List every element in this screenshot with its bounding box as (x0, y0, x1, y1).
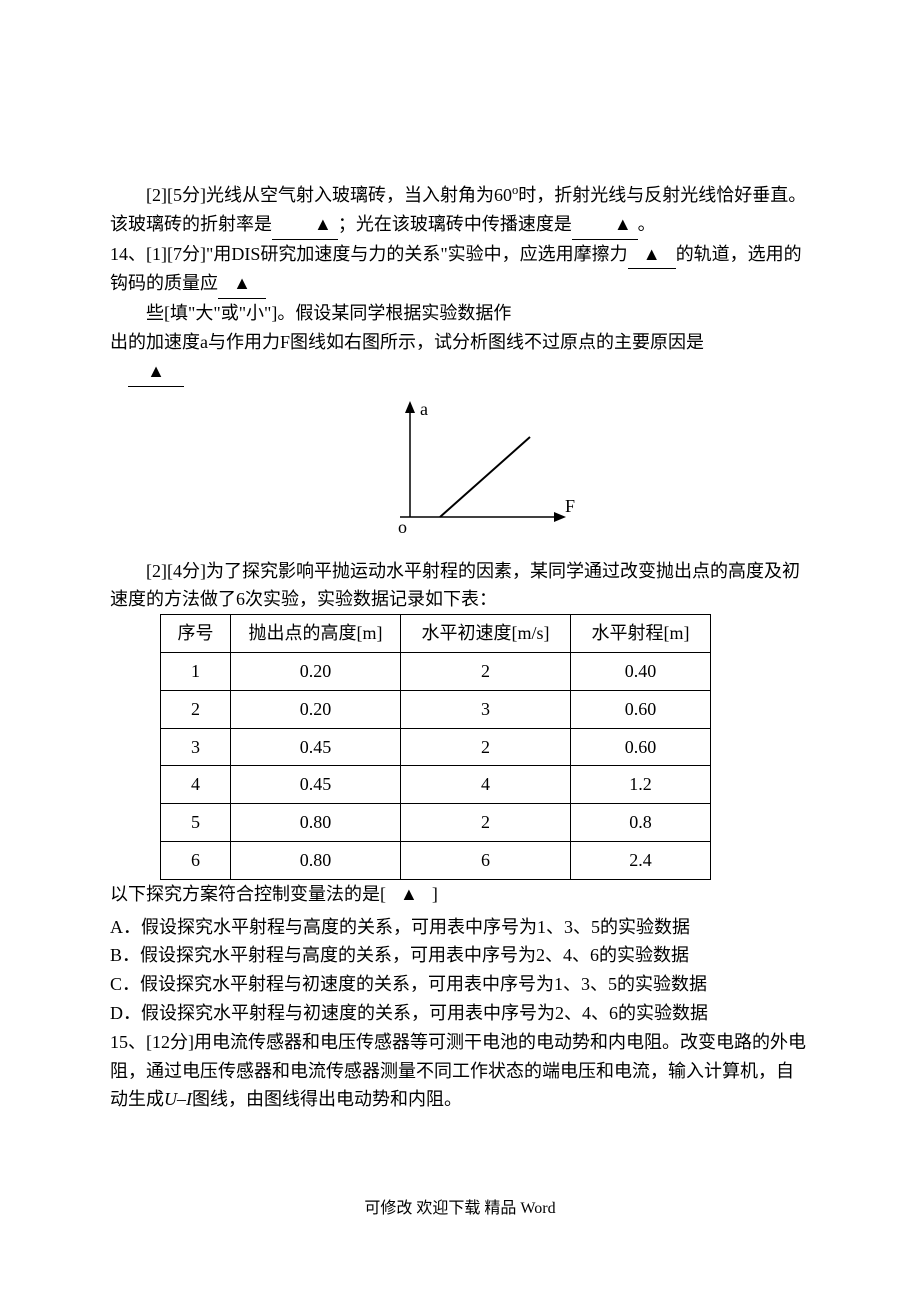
cell: 0.80 (231, 804, 401, 842)
table-row: 6 0.80 6 2.4 (161, 841, 711, 879)
projectile-data-table: 序号 抛出点的高度[m] 水平初速度[m/s] 水平射程[m] 1 0.20 2… (160, 614, 711, 880)
q14-1-line3: 出的加速度a与作用力F图线如右图所示，试分析图线不过原点的主要原因是 (110, 328, 810, 357)
cell: 0.45 (231, 766, 401, 804)
cell: 2 (401, 652, 571, 690)
blank-reason[interactable]: ▲ (128, 357, 184, 387)
option-a[interactable]: A．假设探究水平射程与高度的关系，可用表中序号为1、3、5的实验数据 (110, 913, 810, 942)
q13-2-c: ；光在该玻璃砖中传播速度是 (338, 214, 572, 234)
col-index: 序号 (161, 615, 231, 653)
q15-b: 图线，由图线得出电动势和内阻。 (192, 1089, 462, 1109)
cell: 0.8 (571, 804, 711, 842)
cell: 3 (161, 728, 231, 766)
triangle-icon: ▲ (227, 273, 257, 293)
table-row: 3 0.45 2 0.60 (161, 728, 711, 766)
blank-refraction-index[interactable]: ▲ (272, 210, 338, 240)
triangle-icon: ▲ (386, 884, 432, 904)
cell: 0.45 (231, 728, 401, 766)
col-velocity: 水平初速度[m/s] (401, 615, 571, 653)
page-footer: 可修改 欢迎下载 精品 Word (0, 1196, 920, 1222)
cell: 1 (161, 652, 231, 690)
aF-chart-container: a F o (110, 397, 810, 547)
cell: 0.20 (231, 652, 401, 690)
cell: 2 (161, 690, 231, 728)
q14-1-line1: 14、[1][7分]"用DIS研究加速度与力的关系"实验中，应选用摩擦力▲的轨道… (110, 240, 810, 300)
triangle-icon: ▲ (141, 361, 171, 381)
cell: 6 (161, 841, 231, 879)
q13-2-a: [2][5分]光线从空气射入玻璃砖，当入射角为60 (146, 185, 512, 205)
q14-1-line2: 些[填"大"或"小"]。假设某同学根据实验数据作 (110, 299, 810, 328)
cell: 4 (401, 766, 571, 804)
cell: 0.80 (231, 841, 401, 879)
cell: 2 (401, 804, 571, 842)
table-header-row: 序号 抛出点的高度[m] 水平初速度[m/s] 水平射程[m] (161, 615, 711, 653)
triangle-icon: ▲ (637, 244, 667, 264)
table-row: 4 0.45 4 1.2 (161, 766, 711, 804)
cell: 1.2 (571, 766, 711, 804)
blank-light-speed[interactable]: ▲ (572, 210, 638, 240)
q14-1-a: 14、[1][7分]"用DIS研究加速度与力的关系"实验中，应选用摩擦力 (110, 244, 628, 264)
chart-label-a: a (420, 399, 428, 419)
chart-label-F: F (565, 496, 575, 516)
cell: 2.4 (571, 841, 711, 879)
q14-1-blank-reason-line: ▲ (110, 357, 810, 387)
prompt-a: 以下探究方案符合控制变量法的是[ (110, 884, 386, 904)
triangle-icon: ▲ (308, 214, 338, 234)
col-height: 抛出点的高度[m] (231, 615, 401, 653)
blank-friction[interactable]: ▲ (628, 240, 676, 270)
cell: 4 (161, 766, 231, 804)
options-list: A．假设探究水平射程与高度的关系，可用表中序号为1、3、5的实验数据 B．假设探… (110, 913, 810, 1028)
footer-cn: 可修改 欢迎下载 精品 (364, 1200, 520, 1217)
cell: 0.40 (571, 652, 711, 690)
q14-2-prompt: 以下探究方案符合控制变量法的是[▲] (110, 880, 810, 909)
chart-label-o: o (398, 517, 407, 537)
cell: 5 (161, 804, 231, 842)
cell: 0.60 (571, 690, 711, 728)
cell: 6 (401, 841, 571, 879)
q13-2-tail: 。 (638, 214, 656, 234)
blank-mass[interactable]: ▲ (218, 269, 266, 299)
q13-2-text: [2][5分]光线从空气射入玻璃砖，当入射角为60o时，折射光线与反射光线恰好垂… (110, 180, 810, 240)
option-c[interactable]: C．假设探究水平射程与初速度的关系，可用表中序号为1、3、5的实验数据 (110, 970, 810, 999)
cell: 3 (401, 690, 571, 728)
table-row: 2 0.20 3 0.60 (161, 690, 711, 728)
cell: 2 (401, 728, 571, 766)
q15-ui: U–I (164, 1089, 192, 1109)
triangle-icon: ▲ (608, 214, 638, 234)
cell: 0.20 (231, 690, 401, 728)
q14-2-intro: [2][4分]为了探究影响平抛运动水平射程的因素，某同学通过改变抛出点的高度及初… (110, 557, 810, 615)
option-d[interactable]: D．假设探究水平射程与初速度的关系，可用表中序号为2、4、6的实验数据 (110, 999, 810, 1028)
table-row: 1 0.20 2 0.40 (161, 652, 711, 690)
table-row: 5 0.80 2 0.8 (161, 804, 711, 842)
footer-en: Word (520, 1200, 555, 1217)
q15-text: 15、[12分]用电流传感器和电压传感器等可测干电池的电动势和内电阻。改变电路的… (110, 1028, 810, 1114)
col-range: 水平射程[m] (571, 615, 711, 653)
prompt-b: ] (432, 884, 438, 904)
cell: 0.60 (571, 728, 711, 766)
option-b[interactable]: B．假设探究水平射程与高度的关系，可用表中序号为2、4、6的实验数据 (110, 941, 810, 970)
aF-chart: a F o (330, 397, 590, 547)
